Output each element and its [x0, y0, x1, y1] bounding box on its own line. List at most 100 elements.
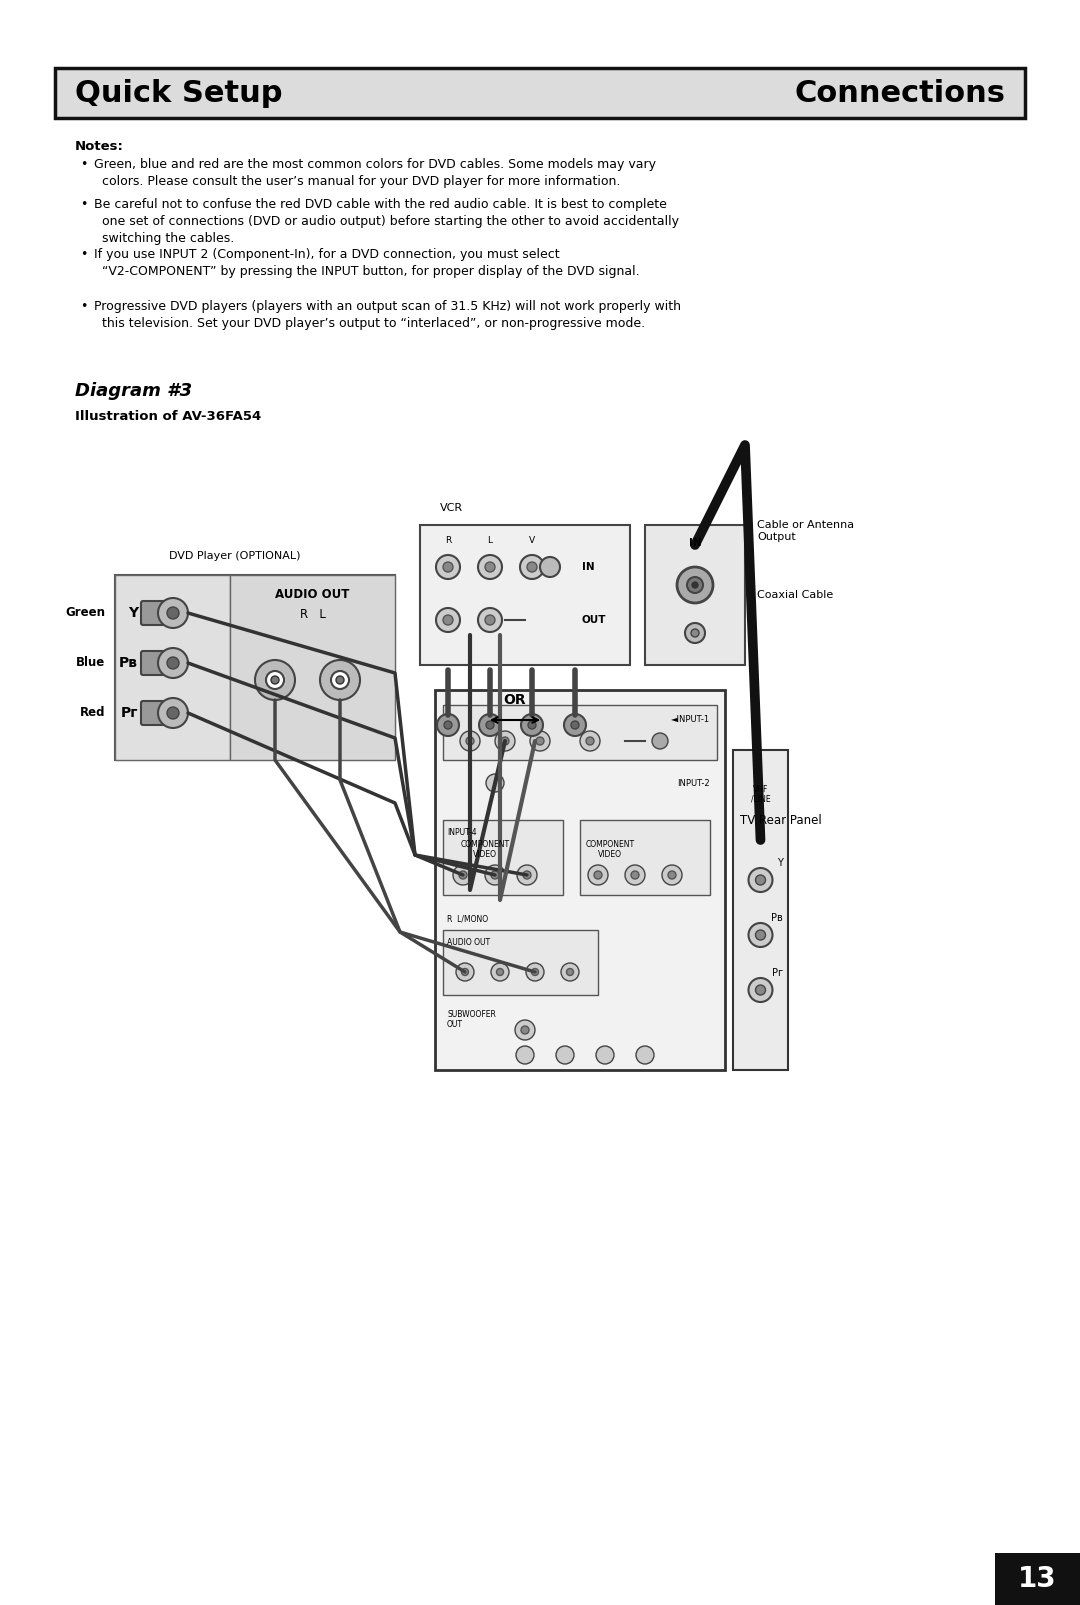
Circle shape — [516, 1046, 534, 1064]
FancyBboxPatch shape — [114, 575, 230, 761]
Circle shape — [652, 733, 669, 750]
Text: VCR: VCR — [440, 502, 463, 514]
Text: Pг: Pг — [121, 706, 138, 721]
Circle shape — [461, 968, 469, 976]
Circle shape — [485, 615, 495, 624]
Circle shape — [685, 623, 705, 644]
Text: Connections: Connections — [794, 79, 1005, 108]
Circle shape — [756, 929, 766, 941]
Text: •: • — [80, 157, 87, 172]
Circle shape — [669, 872, 676, 880]
Circle shape — [756, 985, 766, 995]
FancyBboxPatch shape — [443, 929, 598, 995]
Text: AUDIO OUT: AUDIO OUT — [275, 589, 350, 602]
Text: Pг: Pг — [772, 968, 783, 977]
Circle shape — [515, 1021, 535, 1040]
Circle shape — [444, 721, 453, 729]
Text: ◄INPUT-1: ◄INPUT-1 — [671, 714, 710, 724]
Circle shape — [523, 872, 531, 880]
Text: Blue: Blue — [76, 656, 105, 669]
Circle shape — [687, 578, 703, 592]
Circle shape — [625, 865, 645, 884]
Circle shape — [167, 656, 179, 669]
Circle shape — [491, 963, 509, 981]
Circle shape — [271, 676, 279, 684]
Circle shape — [491, 872, 499, 880]
Circle shape — [158, 648, 188, 677]
Circle shape — [495, 730, 515, 751]
Circle shape — [459, 872, 467, 880]
Circle shape — [336, 676, 345, 684]
Circle shape — [485, 865, 505, 884]
Text: Coaxial Cable: Coaxial Cable — [757, 591, 834, 600]
Text: Y: Y — [127, 607, 138, 620]
Text: R   L: R L — [299, 608, 325, 621]
Text: Quick Setup: Quick Setup — [75, 79, 283, 108]
Text: Pв: Pв — [119, 656, 138, 669]
FancyBboxPatch shape — [443, 705, 717, 761]
Circle shape — [528, 721, 536, 729]
Circle shape — [519, 555, 544, 579]
Circle shape — [567, 968, 573, 976]
Text: •: • — [80, 197, 87, 210]
FancyBboxPatch shape — [55, 67, 1025, 119]
Circle shape — [255, 660, 295, 700]
Text: INPUT-4: INPUT-4 — [447, 828, 476, 836]
FancyBboxPatch shape — [435, 690, 725, 1071]
FancyBboxPatch shape — [114, 575, 395, 761]
Text: If you use INPUT 2 (Component-In), for a DVD connection, you must select
  “V2-C: If you use INPUT 2 (Component-In), for a… — [94, 249, 639, 278]
Circle shape — [677, 567, 713, 603]
Text: VHF
/LINE: VHF /LINE — [751, 785, 770, 804]
Circle shape — [330, 671, 349, 689]
Circle shape — [580, 730, 600, 751]
Circle shape — [478, 555, 502, 579]
Text: •: • — [80, 300, 87, 313]
Text: AUDIO OUT: AUDIO OUT — [447, 937, 490, 947]
Circle shape — [691, 629, 699, 637]
Circle shape — [521, 714, 543, 737]
Text: COMPONENT
VIDEO: COMPONENT VIDEO — [585, 839, 635, 859]
Circle shape — [748, 977, 772, 1002]
Text: Notes:: Notes: — [75, 140, 124, 152]
Circle shape — [527, 562, 537, 571]
Text: SUBWOOFER
OUT: SUBWOOFER OUT — [447, 1010, 496, 1029]
Circle shape — [158, 698, 188, 729]
Circle shape — [167, 607, 179, 620]
Circle shape — [588, 865, 608, 884]
Text: IN: IN — [582, 562, 595, 571]
Circle shape — [501, 737, 509, 745]
Circle shape — [636, 1046, 654, 1064]
Text: L: L — [487, 536, 492, 546]
FancyBboxPatch shape — [733, 750, 788, 1071]
Text: INPUT-2: INPUT-2 — [677, 778, 710, 788]
Circle shape — [478, 608, 502, 632]
Text: Diagram #3: Diagram #3 — [75, 382, 192, 400]
Circle shape — [486, 774, 504, 791]
FancyBboxPatch shape — [580, 820, 710, 896]
FancyBboxPatch shape — [141, 701, 170, 725]
FancyBboxPatch shape — [443, 820, 563, 896]
Circle shape — [437, 714, 459, 737]
Text: Be careful not to confuse the red DVD cable with the red audio cable. It is best: Be careful not to confuse the red DVD ca… — [94, 197, 679, 246]
Circle shape — [526, 963, 544, 981]
Text: IN: IN — [689, 538, 701, 547]
Circle shape — [748, 923, 772, 947]
Circle shape — [436, 608, 460, 632]
Text: OR: OR — [503, 693, 526, 706]
FancyBboxPatch shape — [645, 525, 745, 664]
Text: V: V — [529, 536, 535, 546]
Text: Progressive DVD players (players with an output scan of 31.5 KHz) will not work : Progressive DVD players (players with an… — [94, 300, 681, 331]
Text: COMPONENT
VIDEO: COMPONENT VIDEO — [460, 839, 510, 859]
Circle shape — [486, 721, 494, 729]
Circle shape — [517, 865, 537, 884]
Circle shape — [536, 737, 544, 745]
Circle shape — [748, 868, 772, 892]
Text: R: R — [445, 536, 451, 546]
Circle shape — [564, 714, 586, 737]
FancyBboxPatch shape — [230, 575, 395, 761]
Circle shape — [586, 737, 594, 745]
Circle shape — [480, 714, 501, 737]
Circle shape — [465, 737, 474, 745]
FancyBboxPatch shape — [141, 652, 170, 676]
Circle shape — [561, 963, 579, 981]
